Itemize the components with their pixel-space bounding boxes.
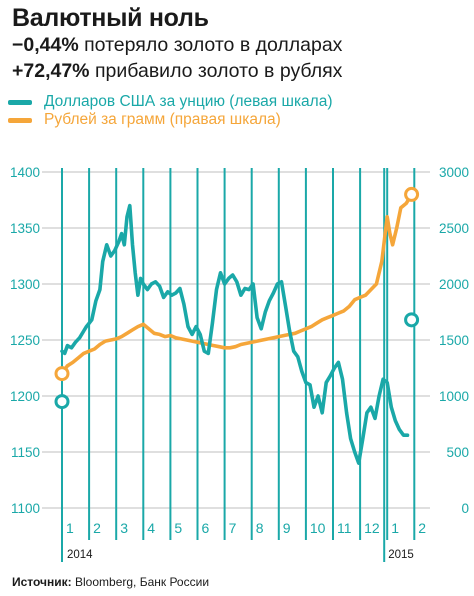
y-right-tick-label: 2500 xyxy=(439,221,469,236)
subtitle-rub-text: прибавило золото в рублях xyxy=(94,60,343,82)
chart-title: Валютный ноль xyxy=(12,4,209,32)
x-tick-label: 8 xyxy=(256,520,264,536)
subtitle-usd: −0,44% потеряло золото в долларах xyxy=(12,34,342,57)
y-left-tick-label: 1200 xyxy=(10,389,40,404)
y-right-tick-label: 1000 xyxy=(439,389,469,404)
legend-swatch-usd xyxy=(8,99,32,105)
source-note: Источник: Bloomberg, Банк России xyxy=(12,575,209,589)
year-label-2014: 2014 xyxy=(67,549,93,561)
marker-usd-start xyxy=(54,394,70,410)
y-right-tick-label: 0 xyxy=(461,501,469,516)
subtitle-rub: +72,47% прибавило золото в рублях xyxy=(12,60,342,83)
y-left-tick-label: 1350 xyxy=(10,221,40,236)
source-label: Источник: xyxy=(12,575,72,589)
y-left-tick-label: 1150 xyxy=(11,445,40,460)
y-right-tick-label: 1500 xyxy=(439,333,469,348)
x-tick-label: 10 xyxy=(310,520,326,536)
marker-rub-end xyxy=(404,186,420,202)
x-tick-label: 11 xyxy=(337,520,352,536)
source-text: Bloomberg, Банк России xyxy=(75,575,210,589)
x-tick-label: 3 xyxy=(120,520,128,536)
x-tick-label: 2 xyxy=(418,520,426,536)
y-right-tick-label: 3000 xyxy=(439,165,469,180)
x-tick-label: 2 xyxy=(93,520,101,536)
x-tick-label: 7 xyxy=(229,520,237,536)
y-left-tick-label: 1100 xyxy=(11,501,40,516)
series-line-rub xyxy=(60,192,414,376)
x-tick-label: 1 xyxy=(66,520,74,536)
legend-label-rub: Рублей за грамм (правая шкала) xyxy=(44,111,281,128)
year-label-2015: 2015 xyxy=(388,549,414,561)
x-tick-label: 6 xyxy=(202,520,210,536)
subtitle-usd-value: −0,44% xyxy=(12,34,79,56)
legend-label-usd: Долларов США за унцию (левая шкала) xyxy=(44,93,333,110)
legend-item-usd: Долларов США за унцию (левая шкала) xyxy=(8,93,333,111)
x-tick-label: 12 xyxy=(364,520,380,536)
y-right-tick-label: 500 xyxy=(446,445,469,460)
legend-swatch-rub xyxy=(8,117,32,123)
x-tick-label: 4 xyxy=(147,520,155,536)
y-left-tick-label: 1250 xyxy=(10,333,40,348)
x-tick-label: 5 xyxy=(174,520,182,536)
subtitle-usd-text: потеряло золото в долларах xyxy=(84,34,343,56)
y-left-tick-label: 1400 xyxy=(10,165,40,180)
marker-rub-start xyxy=(54,366,70,382)
marker-usd-end xyxy=(404,312,420,328)
x-tick-label: 1 xyxy=(391,520,399,536)
legend-item-rub: Рублей за грамм (правая шкала) xyxy=(8,111,281,129)
y-right-tick-label: 2000 xyxy=(439,277,469,292)
y-left-tick-label: 1300 xyxy=(10,277,40,292)
subtitle-rub-value: +72,47% xyxy=(12,60,90,82)
series-line-usd xyxy=(60,203,410,466)
x-tick-label: 9 xyxy=(283,520,291,536)
